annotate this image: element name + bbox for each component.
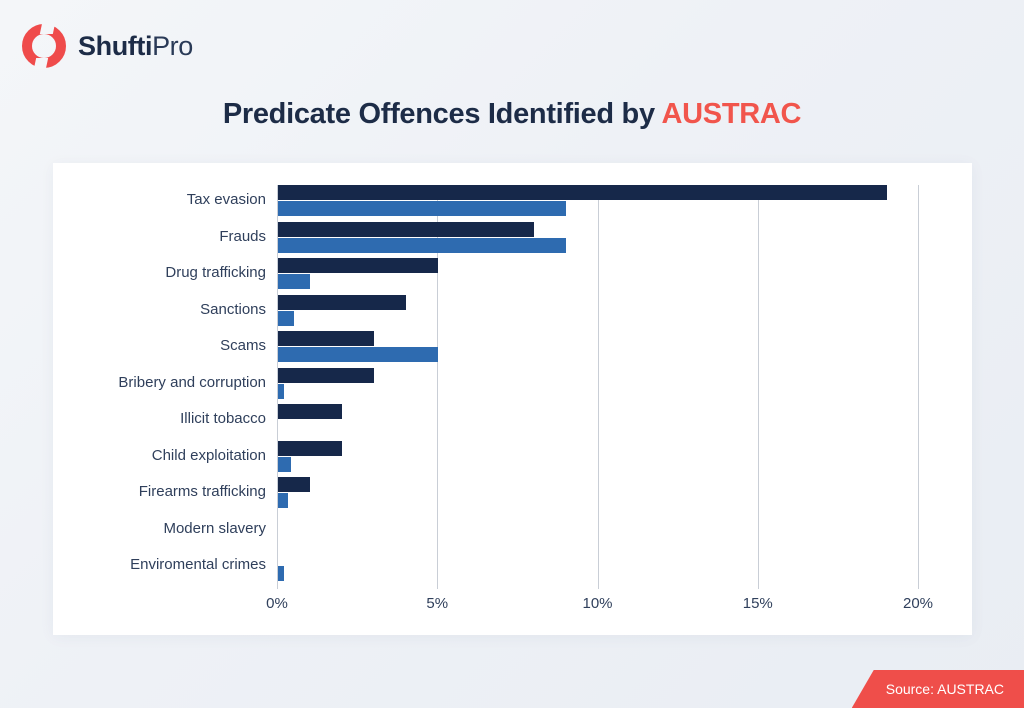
- category-label: Illicit tobacco: [180, 410, 266, 427]
- category-label: Enviromental crimes: [130, 556, 266, 573]
- gridline: [597, 185, 599, 589]
- category-label: Frauds: [219, 227, 266, 245]
- source-badge: Source: AUSTRAC: [851, 670, 1024, 708]
- bar: [278, 237, 567, 253]
- category-label: Firearms trafficking: [138, 483, 266, 500]
- bar: [278, 201, 567, 216]
- bar-chart: 0% 5% 10% 15% 20% Tax evasion Frauds Drug traff…: [53, 163, 972, 635]
- chart-card: 0% 5% 10% 15% 20% Tax evasion Frauds Drug traff…: [53, 163, 972, 635]
- x-axis-tick-label: 20%: [902, 595, 934, 612]
- page-title: Predicate Offences Identified by AUSTRAC: [0, 98, 1024, 131]
- bar: [278, 185, 887, 200]
- brand-name-bold: Shufti: [78, 30, 153, 61]
- bar: [278, 440, 343, 456]
- bar: [278, 367, 375, 383]
- category-label: Drug trafficking: [165, 264, 266, 281]
- bar: [278, 274, 311, 289]
- bar: [278, 310, 295, 326]
- x-axis-tick-label: 15%: [742, 595, 773, 612]
- brand-logo: ShuftiPro: [22, 23, 193, 69]
- bar: [278, 221, 535, 237]
- brand-name-light: Pro: [152, 30, 193, 61]
- category-label: Bribery and corruption: [118, 373, 266, 391]
- gridline: [918, 185, 919, 589]
- page-title-accent: AUSTRAC: [661, 98, 802, 130]
- brand-name: ShuftiPro: [78, 31, 193, 62]
- bar: [278, 331, 375, 346]
- category-label: Tax evasion: [186, 191, 266, 208]
- gridline: [437, 185, 439, 589]
- shufti-logo-icon: [22, 23, 66, 69]
- category-label: Modern slavery: [163, 519, 266, 537]
- bar: [278, 347, 439, 362]
- page-title-main: Predicate Offences Identified by: [222, 98, 662, 130]
- bar: [278, 404, 343, 419]
- y-axis-line: [277, 185, 278, 589]
- category-label: Scams: [220, 337, 266, 354]
- bar: [278, 493, 288, 508]
- gridline: [757, 185, 759, 589]
- bar: [278, 258, 439, 273]
- bar: [278, 383, 285, 399]
- bar: [278, 566, 285, 581]
- bar: [278, 456, 291, 472]
- category-label: Sanctions: [200, 300, 266, 318]
- x-axis-tick-label: 10%: [582, 595, 613, 612]
- plot-area: 0% 5% 10% 15% 20% Tax evasion Frauds Drug traff…: [118, 185, 933, 612]
- x-axis-tick-label: 0%: [266, 595, 288, 612]
- bar: [278, 294, 407, 310]
- category-label: Child exploitation: [151, 446, 266, 464]
- x-axis-tick-label: 5%: [426, 595, 449, 612]
- bar: [278, 477, 311, 492]
